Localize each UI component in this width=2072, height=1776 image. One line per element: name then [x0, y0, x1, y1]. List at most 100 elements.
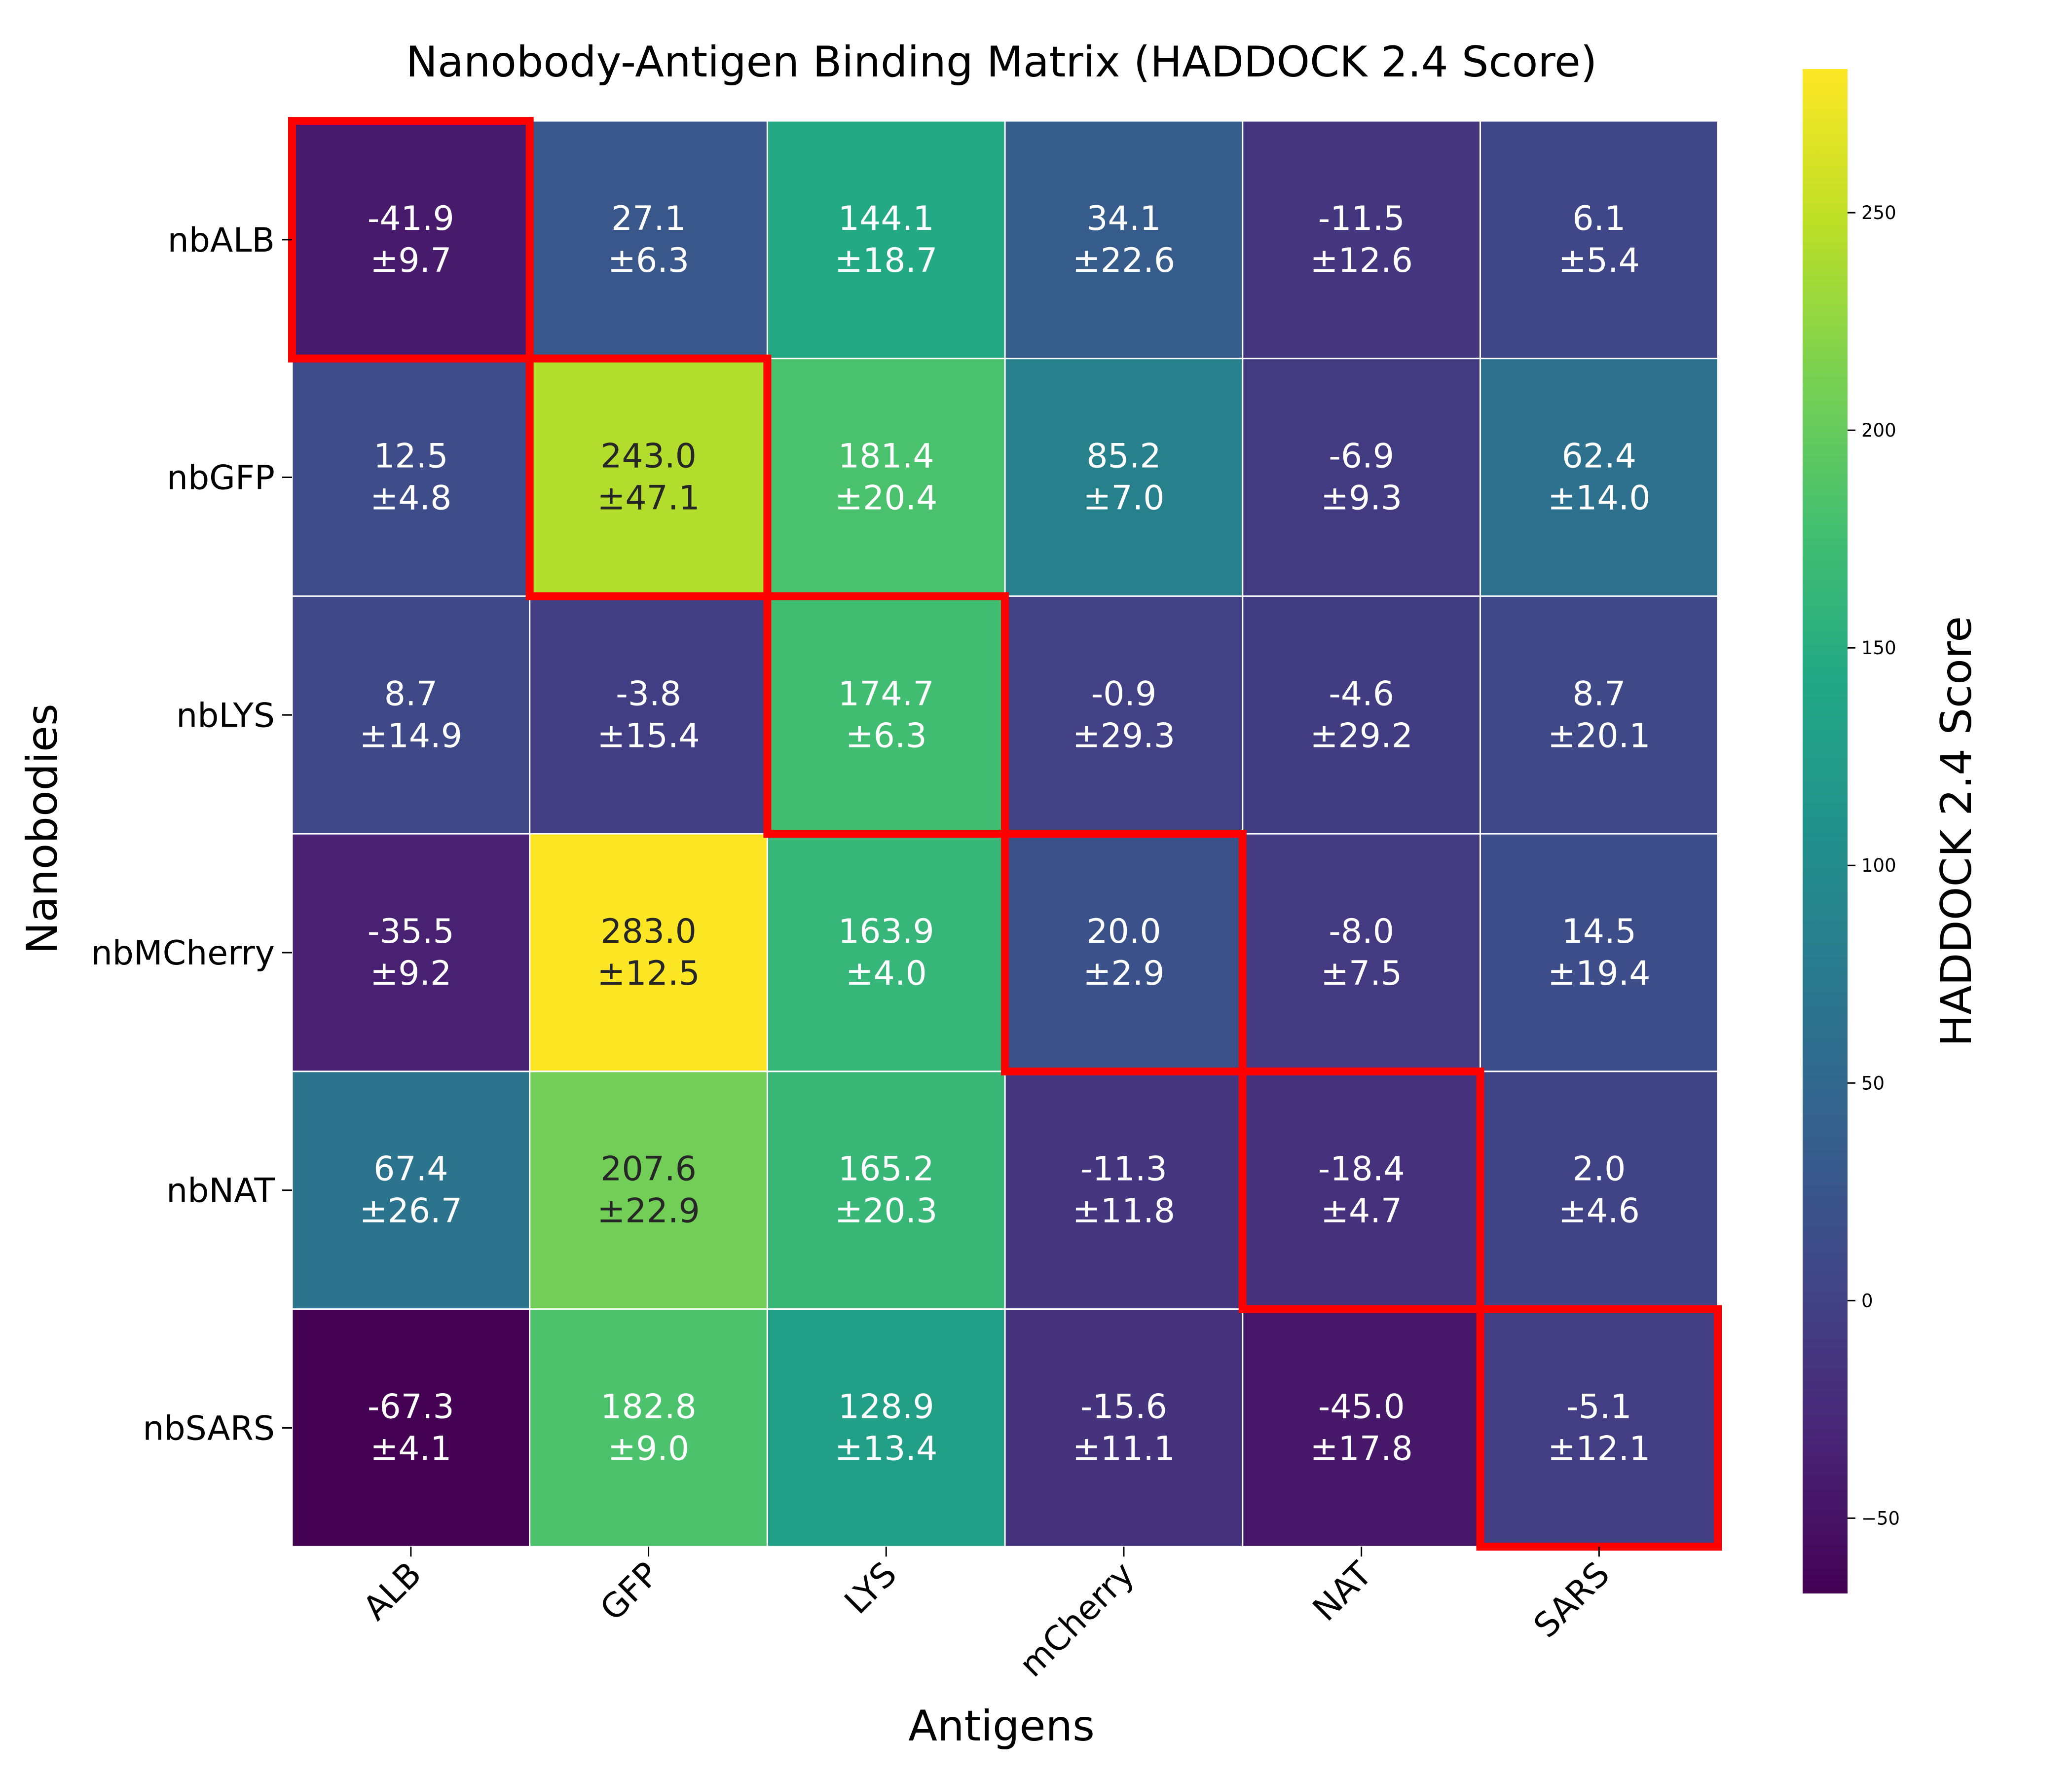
heatmap-cell: [1242, 1308, 1481, 1548]
heatmap-cell: [1004, 595, 1244, 835]
y-tick-label: nbGFP: [167, 459, 275, 498]
cell-error-label: ±14.0: [1548, 479, 1650, 518]
cell-value-label: 12.5: [373, 437, 448, 476]
cell-error-label: ±20.1: [1548, 716, 1650, 755]
cell-value-label: 182.8: [600, 1387, 697, 1426]
cell-value-label: -3.8: [616, 674, 681, 713]
heatmap-cell: [766, 833, 1006, 1073]
heatmap-cell: [1004, 1308, 1244, 1548]
heatmap-cell: [529, 120, 768, 360]
y-tick-label: nbMCherry: [91, 934, 275, 973]
cell-error-label: ±4.0: [846, 954, 927, 993]
heatmap-cell: [766, 120, 1006, 360]
cell-error-label: ±9.0: [608, 1429, 689, 1468]
colorbar-tick-label: 50: [1861, 1073, 1885, 1094]
heatmap-cell: [529, 358, 768, 597]
cell-value-label: 174.7: [838, 674, 934, 713]
cell-value-label: -11.3: [1080, 1150, 1167, 1189]
heatmap-cell: [291, 595, 531, 835]
heatmap-cell-labels: -41.9±9.727.1±6.3144.1±18.734.1±22.6-11.…: [360, 199, 1651, 1469]
heatmap-cell: [291, 833, 531, 1073]
heatmap-cell: [291, 358, 531, 597]
cell-value-label: 8.7: [1572, 674, 1626, 713]
cell-error-label: ±15.4: [597, 716, 700, 755]
cell-error-label: ±7.5: [1321, 954, 1402, 993]
cell-error-label: ±12.6: [1310, 241, 1412, 280]
cell-error-label: ±6.3: [846, 716, 927, 755]
cell-error-label: ±9.3: [1321, 479, 1402, 518]
cell-error-label: ±5.4: [1558, 241, 1640, 280]
cell-error-label: ±22.6: [1073, 241, 1175, 280]
cell-error-label: ±12.5: [597, 954, 700, 993]
chart-title: Nanobody-Antigen Binding Matrix (HADDOCK…: [406, 37, 1597, 87]
heatmap-cell: [1480, 1308, 1719, 1548]
cell-error-label: ±4.7: [1321, 1192, 1402, 1231]
cell-value-label: 283.0: [600, 912, 697, 951]
heatmap-cell: [291, 120, 531, 360]
cell-value-label: -5.1: [1566, 1387, 1632, 1426]
cell-value-label: -8.0: [1329, 912, 1394, 951]
cell-error-label: ±13.4: [835, 1429, 937, 1468]
cell-value-label: 27.1: [611, 199, 686, 238]
y-tick-label: nbSARS: [143, 1409, 275, 1448]
cell-value-label: 20.0: [1086, 912, 1161, 951]
diagonal-highlight-box: [1238, 1067, 1484, 1313]
cell-value-label: -41.9: [368, 199, 454, 238]
x-axis-label: Antigens: [908, 1702, 1095, 1751]
cell-error-label: ±11.8: [1073, 1192, 1175, 1231]
heatmap-cell: [766, 358, 1006, 597]
diagonal-highlight-box: [1001, 830, 1247, 1075]
heatmap-cell: [1242, 120, 1481, 360]
heatmap-cell: [529, 1071, 768, 1310]
colorbar-tick-label: 150: [1861, 637, 1896, 659]
heatmap-cells: [291, 120, 1719, 1548]
heatmap-cell: [529, 595, 768, 835]
cell-error-label: ±11.1: [1073, 1429, 1175, 1468]
cell-error-label: ±19.4: [1548, 954, 1650, 993]
cell-error-label: ±9.2: [370, 954, 451, 993]
cell-error-label: ±4.6: [1558, 1192, 1640, 1231]
cell-value-label: -15.6: [1080, 1387, 1167, 1426]
diagonal-highlights: [288, 117, 1722, 1551]
cell-error-label: ±20.4: [835, 479, 937, 518]
heatmap-cell: [1480, 120, 1719, 360]
cell-value-label: -45.0: [1318, 1387, 1405, 1426]
colorbar-tick-label: 250: [1861, 202, 1896, 223]
heatmap-cell: [1480, 1071, 1719, 1310]
cell-error-label: ±29.2: [1310, 716, 1412, 755]
y-axis-label: Nanobodies: [18, 703, 67, 954]
heatmap-cell: [1242, 833, 1481, 1073]
cell-value-label: 163.9: [838, 912, 934, 951]
heatmap-cell: [1480, 833, 1719, 1073]
y-axis: nbALB nbGFP nbLYS nbMCherry nbNAT nbSARS: [91, 221, 292, 1448]
cell-value-label: 8.7: [384, 674, 438, 713]
heatmap-cell: [1004, 120, 1244, 360]
cell-value-label: 34.1: [1086, 199, 1161, 238]
cell-error-label: ±26.7: [360, 1192, 462, 1231]
cell-error-label: ±22.9: [597, 1192, 700, 1231]
heatmap-cell: [1004, 1071, 1244, 1310]
heatmap-cell: [766, 1308, 1006, 1548]
cell-error-label: ±2.9: [1083, 954, 1164, 993]
colorbar-ticks: −50 0 50 100 150 200 250: [1848, 202, 1900, 1529]
heatmap-cell: [291, 1308, 531, 1548]
cell-value-label: -18.4: [1318, 1150, 1405, 1189]
cell-error-label: ±14.9: [360, 716, 462, 755]
cell-value-label: 207.6: [600, 1150, 697, 1189]
cell-value-label: 6.1: [1572, 199, 1626, 238]
cell-error-label: ±12.1: [1548, 1429, 1650, 1468]
heatmap-cell: [1480, 358, 1719, 597]
colorbar: [1803, 69, 1848, 1593]
cell-value-label: -6.9: [1329, 437, 1394, 476]
colorbar-tick-label: −50: [1861, 1508, 1900, 1529]
cell-error-label: ±47.1: [597, 479, 700, 518]
heatmap-cell: [1004, 358, 1244, 597]
colorbar-tick-label: 200: [1861, 420, 1896, 441]
cell-error-label: ±4.1: [370, 1429, 451, 1468]
cell-value-label: -4.6: [1329, 674, 1394, 713]
heatmap-cell: [529, 1308, 768, 1548]
cell-value-label: 181.4: [838, 437, 934, 476]
heatmap-cell: [291, 1071, 531, 1310]
cell-value-label: 165.2: [838, 1150, 934, 1189]
